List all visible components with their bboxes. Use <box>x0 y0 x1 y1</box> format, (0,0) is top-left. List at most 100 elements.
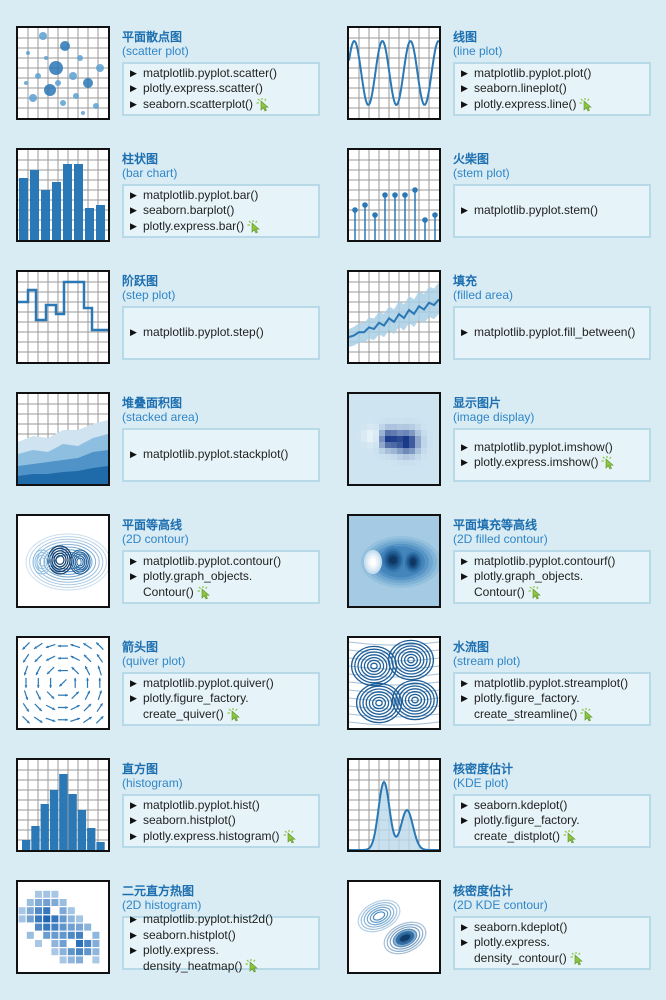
pixel <box>379 412 386 419</box>
function-line: ▶ matplotlib.pyplot.plot() <box>461 66 645 82</box>
pixel <box>397 430 404 437</box>
bullet-triangle-icon: ▶ <box>130 693 137 704</box>
bar-thumbnail <box>16 148 110 242</box>
streamline <box>400 650 422 670</box>
streamline <box>360 654 388 678</box>
pixel <box>385 418 392 425</box>
card-title: 线图 <box>453 30 478 44</box>
pixel <box>379 418 386 425</box>
pixel <box>409 448 416 455</box>
pixel <box>403 448 410 455</box>
step-line <box>18 280 108 332</box>
hist2d-cell <box>51 923 59 931</box>
pixel <box>403 460 410 467</box>
card-subtitle: (stream plot) <box>453 654 521 668</box>
function-name: matplotlib.pyplot.step() <box>143 325 264 340</box>
scatter-point <box>35 73 41 79</box>
function-line: create_distplot() <box>461 829 645 845</box>
arrow-head <box>23 672 27 676</box>
arrow-head <box>87 690 90 694</box>
pixel <box>415 418 422 425</box>
hist2d-cell <box>59 899 67 906</box>
hist2d-cell <box>67 907 75 915</box>
streamline <box>404 690 426 710</box>
function-list: ▶ matplotlib.pyplot.hist() ▶ seaborn.histpl… <box>122 794 320 848</box>
scatter-point <box>29 94 37 102</box>
pixel <box>409 454 416 461</box>
stem-marker <box>412 187 418 193</box>
contour-line <box>49 547 71 573</box>
pixel <box>385 478 392 484</box>
scatter-point <box>73 93 79 99</box>
pixel <box>367 442 374 449</box>
pixel <box>373 454 380 461</box>
pixel <box>427 460 434 467</box>
function-name: Contour() <box>143 584 194 599</box>
bullet-triangle-icon: ▶ <box>130 677 137 688</box>
card-2d-histogram: 二元直方热图 (2D histogram) ▶ matplotlib.pyplot… <box>16 880 336 980</box>
pixel <box>421 442 428 449</box>
pixel <box>403 478 410 484</box>
kde-contour <box>369 909 389 923</box>
function-name: plotly.express. <box>474 935 550 950</box>
arrow-head <box>34 646 38 649</box>
function-line: ▶ plotly.express.line() <box>461 97 645 113</box>
contour-line <box>74 555 86 569</box>
stem-marker <box>402 192 408 198</box>
card-2d-kde-contour: 核密度估计 (2D KDE contour) ▶ seaborn.kdeplot(… <box>347 880 666 980</box>
pixel <box>373 460 380 467</box>
kde-contour <box>389 926 421 950</box>
pixel <box>409 406 416 413</box>
pixel <box>427 466 434 473</box>
pixel <box>403 442 410 449</box>
pixel <box>421 394 428 401</box>
arrow-head <box>36 685 40 688</box>
card-title: 核密度估计 <box>453 884 514 898</box>
hist2d-cell <box>26 899 34 906</box>
function-name: plotly.express. <box>143 943 219 957</box>
pixel <box>409 442 416 449</box>
pixel <box>397 454 404 461</box>
hist2d-cell <box>84 923 92 931</box>
hist2d-cell <box>51 890 59 898</box>
pixel <box>421 460 428 467</box>
pixel <box>409 466 416 473</box>
pixel <box>397 472 404 479</box>
hist2d-cell <box>67 915 75 923</box>
function-line: ▶ plotly.express.scatter() <box>130 81 314 97</box>
arrow-head <box>26 708 29 712</box>
hist2d-cell <box>59 923 67 931</box>
pixel <box>427 454 434 461</box>
streamline <box>349 697 439 702</box>
card-subtitle: (KDE plot) <box>453 776 509 790</box>
histogram-bar <box>96 842 105 850</box>
stem-marker <box>432 212 438 218</box>
function-list: ▶ matplotlib.pyplot.fill_between() <box>453 306 651 360</box>
pixel <box>373 430 380 437</box>
stem-marker <box>372 212 378 218</box>
contour-line <box>38 557 46 567</box>
function-line: ▶ plotly.figure_factory. <box>461 691 645 707</box>
pixel <box>355 436 362 443</box>
arrow-head <box>47 671 50 675</box>
hist2d-cell <box>26 915 34 923</box>
card-histogram: 直方图 (histogram) ▶ matplotlib.pyplot.hist(… <box>16 758 336 858</box>
bullet-triangle-icon: ▶ <box>130 67 137 78</box>
card-subtitle: (2D histogram) <box>122 898 202 912</box>
pixel <box>409 430 416 437</box>
pixel <box>427 478 434 484</box>
bullet-triangle-icon: ▶ <box>461 67 468 78</box>
histogram-bar <box>87 828 96 850</box>
pixel <box>397 418 404 425</box>
pixel <box>367 466 374 473</box>
streamline <box>397 648 425 672</box>
function-list: ▶ matplotlib.pyplot.plot() ▶ seaborn.linepl… <box>453 62 651 116</box>
pixel <box>355 448 362 455</box>
card-title: 显示图片 <box>453 396 502 410</box>
bullet-triangle-icon: ▶ <box>461 555 468 566</box>
arrow-head <box>51 695 55 699</box>
function-name: plotly.express.bar() <box>143 218 245 233</box>
hist2d-cell <box>51 915 59 923</box>
pixel <box>355 472 362 479</box>
pixel <box>391 466 398 473</box>
